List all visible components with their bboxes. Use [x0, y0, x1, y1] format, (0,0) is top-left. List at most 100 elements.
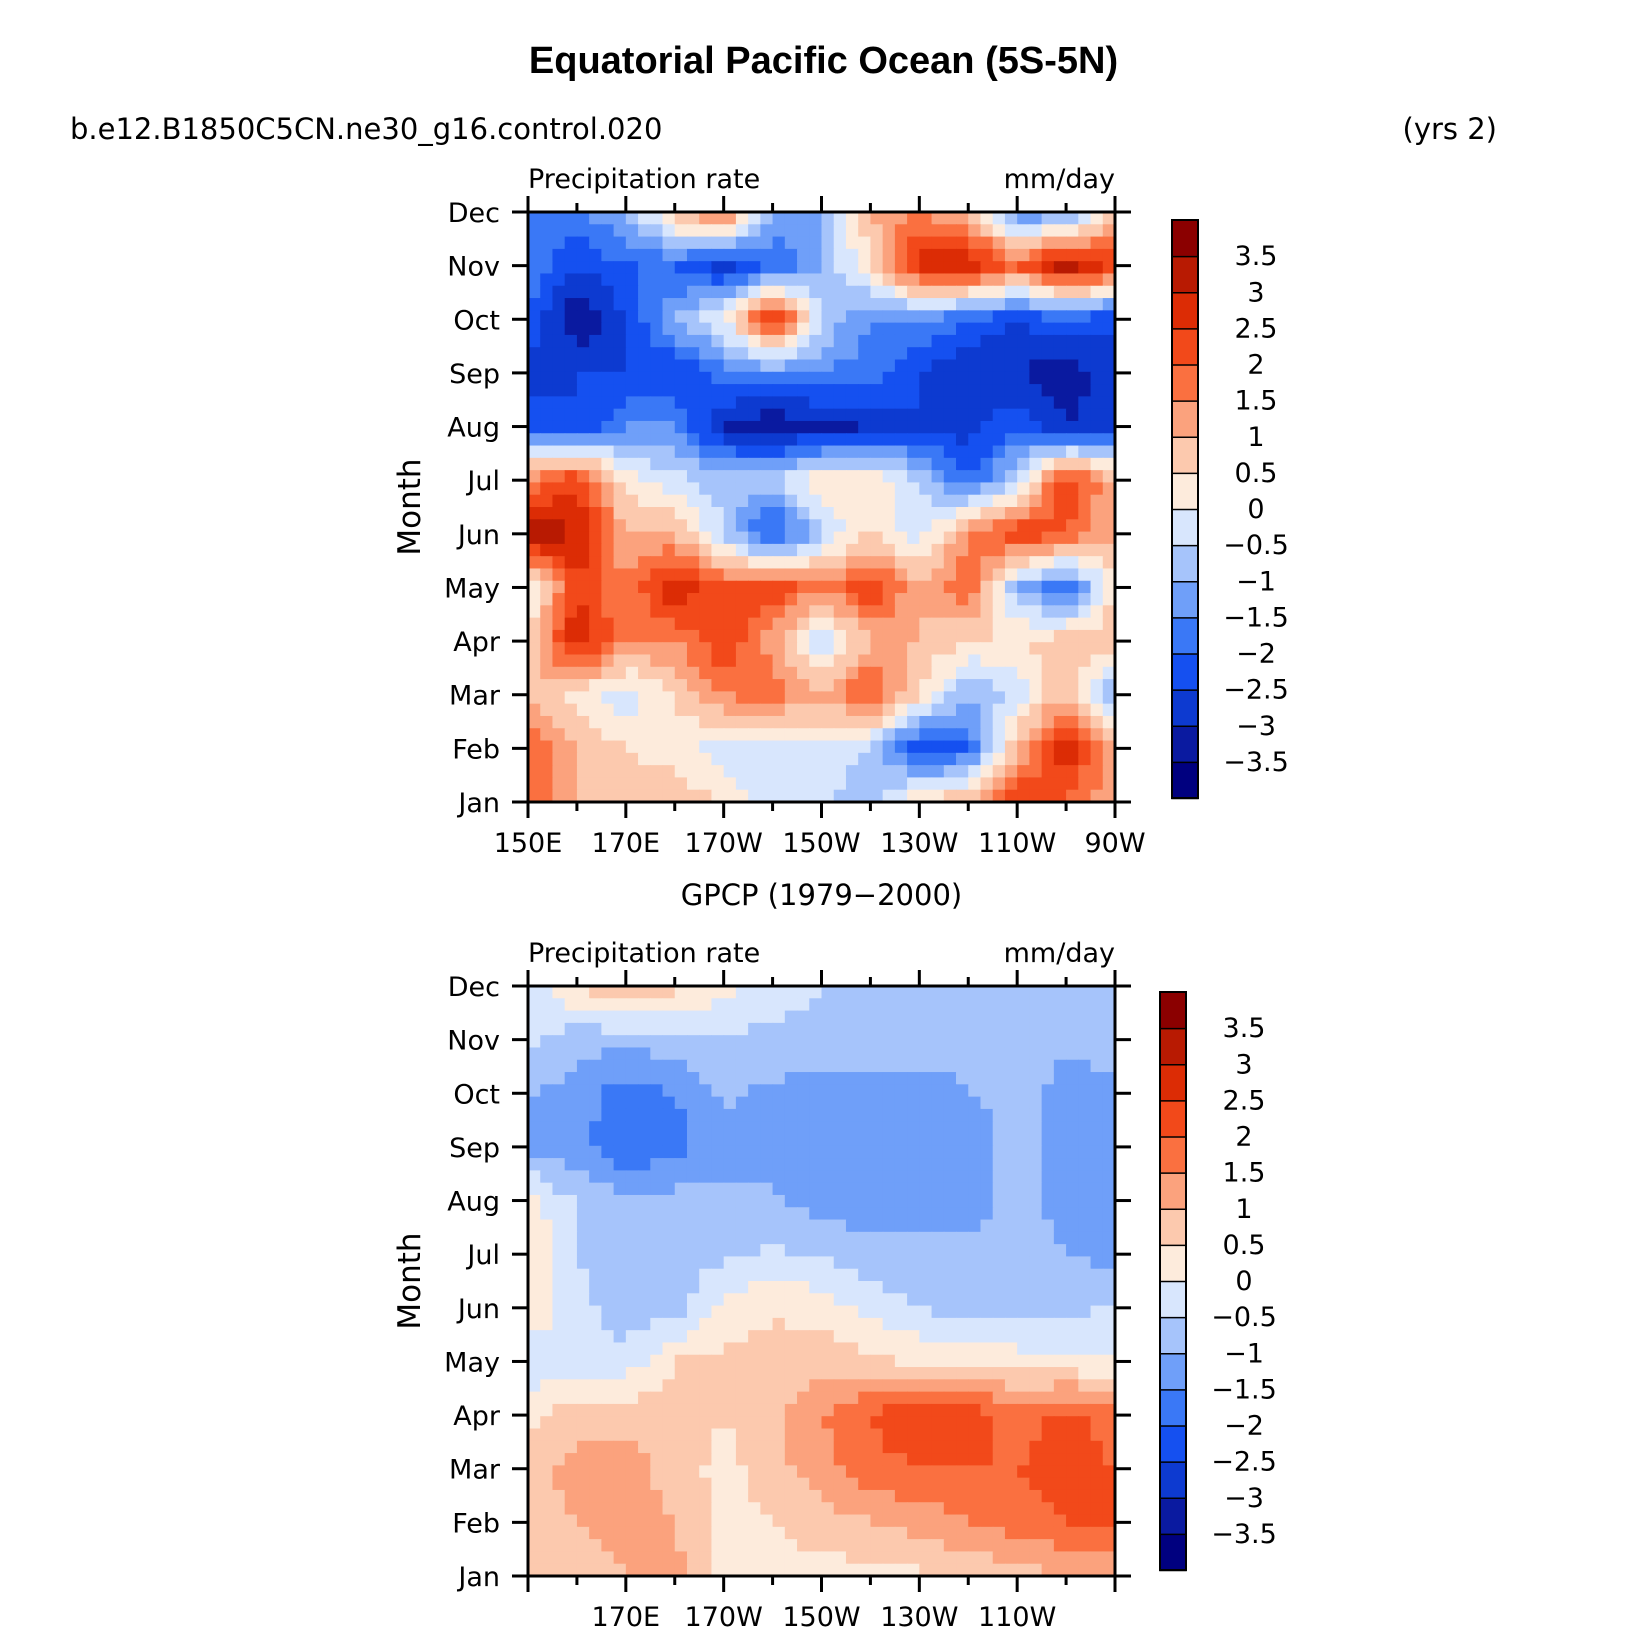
- heatmap-cell: [601, 568, 615, 582]
- heatmap-cell: [968, 1293, 982, 1307]
- heatmap-cell: [931, 789, 945, 803]
- heatmap-cell: [1004, 593, 1018, 606]
- heatmap-cell: [1017, 617, 1030, 631]
- heatmap-cell: [674, 580, 688, 594]
- heatmap-cell: [1041, 1379, 1055, 1393]
- heatmap-cell: [576, 1563, 590, 1577]
- heatmap-cell: [638, 1268, 651, 1282]
- heatmap-cell: [748, 998, 761, 1012]
- heatmap-cell: [1066, 1268, 1079, 1282]
- heatmap-cell: [638, 1465, 651, 1479]
- heatmap-cell: [882, 1379, 896, 1393]
- heatmap-cell: [797, 1403, 810, 1417]
- heatmap-cell: [528, 1231, 541, 1245]
- heatmap-cell: [686, 347, 700, 361]
- heatmap-cell: [760, 691, 774, 705]
- heatmap-cell: [564, 1379, 578, 1393]
- heatmap-cell: [662, 1551, 676, 1565]
- heatmap-cell: [674, 1158, 688, 1171]
- heatmap-cell: [784, 457, 798, 471]
- heatmap-cell: [760, 998, 774, 1012]
- heatmap-cell: [772, 212, 786, 225]
- heatmap-cell: [528, 1502, 541, 1516]
- heatmap-cell: [980, 384, 994, 397]
- heatmap-cell: [1029, 1551, 1043, 1565]
- heatmap-cell: [1029, 494, 1043, 508]
- heatmap-cell: [564, 310, 578, 324]
- heatmap-cell: [980, 396, 994, 410]
- heatmap-cell: [735, 715, 749, 729]
- heatmap-cell: [882, 568, 896, 582]
- heatmap-cell: [784, 1551, 798, 1565]
- heatmap-cell: [711, 1010, 725, 1024]
- heatmap-cell: [809, 1268, 823, 1282]
- heatmap-cell: [662, 1219, 676, 1233]
- case-name: b.e12.B1850C5CN.ne30_g16.control.020: [70, 112, 663, 146]
- heatmap-cell: [931, 224, 945, 238]
- heatmap-cell: [699, 1084, 713, 1098]
- heatmap-cell: [552, 1084, 566, 1098]
- heatmap-cell: [1017, 1293, 1030, 1307]
- heatmap-cell: [748, 1354, 761, 1368]
- heatmap-cell: [613, 396, 627, 410]
- heatmap-cell: [1078, 224, 1092, 238]
- heatmap-cell: [735, 1305, 749, 1319]
- heatmap-cell: [650, 1489, 664, 1503]
- heatmap-cell: [845, 1256, 859, 1270]
- heatmap-cell: [601, 470, 615, 484]
- heatmap-cell: [601, 1305, 615, 1319]
- heatmap-cell: [1078, 531, 1092, 545]
- heatmap-cell: [1029, 1428, 1043, 1442]
- heatmap-cell: [552, 998, 566, 1012]
- heatmap-cell: [956, 1305, 969, 1319]
- heatmap-cell: [552, 1256, 566, 1270]
- heatmap-cell: [1053, 642, 1067, 656]
- heatmap-cell: [980, 408, 994, 422]
- heatmap-cell: [784, 1465, 798, 1479]
- heatmap-cell: [699, 1022, 713, 1036]
- heatmap-cell: [956, 494, 969, 508]
- heatmap-cell: [589, 1367, 602, 1380]
- heatmap-cell: [833, 1219, 847, 1233]
- heatmap-cell: [1078, 1317, 1092, 1331]
- heatmap-cell: [576, 605, 590, 619]
- heatmap-cell: [650, 728, 664, 742]
- heatmap-cell: [858, 433, 872, 447]
- heatmap-cell: [992, 519, 1006, 533]
- heatmap-cell: [784, 1121, 798, 1135]
- heatmap-cell: [943, 1145, 957, 1159]
- heatmap-cell: [1041, 715, 1055, 729]
- heatmap-cell: [968, 1539, 982, 1553]
- heatmap-cell: [858, 666, 872, 680]
- heatmap-cell: [882, 310, 896, 324]
- heatmap-cell: [968, 654, 982, 668]
- heatmap-cell: [613, 531, 627, 545]
- heatmap-cell: [858, 494, 872, 508]
- heatmap-cell: [980, 1219, 994, 1233]
- heatmap-cell: [699, 1391, 713, 1405]
- heatmap-cell: [968, 248, 982, 262]
- heatmap-cell: [821, 568, 835, 582]
- heatmap-cell: [735, 986, 749, 999]
- heatmap-cell: [540, 728, 554, 742]
- heatmap-cell: [760, 1182, 774, 1196]
- heatmap-cell: [589, 408, 602, 422]
- heatmap-cell: [968, 1330, 982, 1344]
- heatmap-cell: [686, 1084, 700, 1098]
- heatmap-cell: [919, 593, 933, 606]
- heatmap-cell: [735, 371, 749, 385]
- heatmap-cell: [870, 1428, 884, 1442]
- heatmap-cell: [894, 384, 908, 397]
- heatmap-cell: [809, 298, 823, 311]
- heatmap-cell: [1004, 1416, 1018, 1430]
- heatmap-cell: [1041, 285, 1055, 299]
- heatmap-cell: [882, 212, 896, 225]
- heatmap-cell: [931, 1194, 945, 1208]
- heatmap-cell: [894, 703, 908, 717]
- heatmap-cell: [552, 605, 566, 619]
- heatmap-cell: [1090, 728, 1104, 742]
- heatmap-cell: [882, 1047, 896, 1061]
- heatmap-cell: [907, 1416, 920, 1430]
- heatmap-cell: [589, 1035, 602, 1049]
- heatmap-cell: [735, 285, 749, 299]
